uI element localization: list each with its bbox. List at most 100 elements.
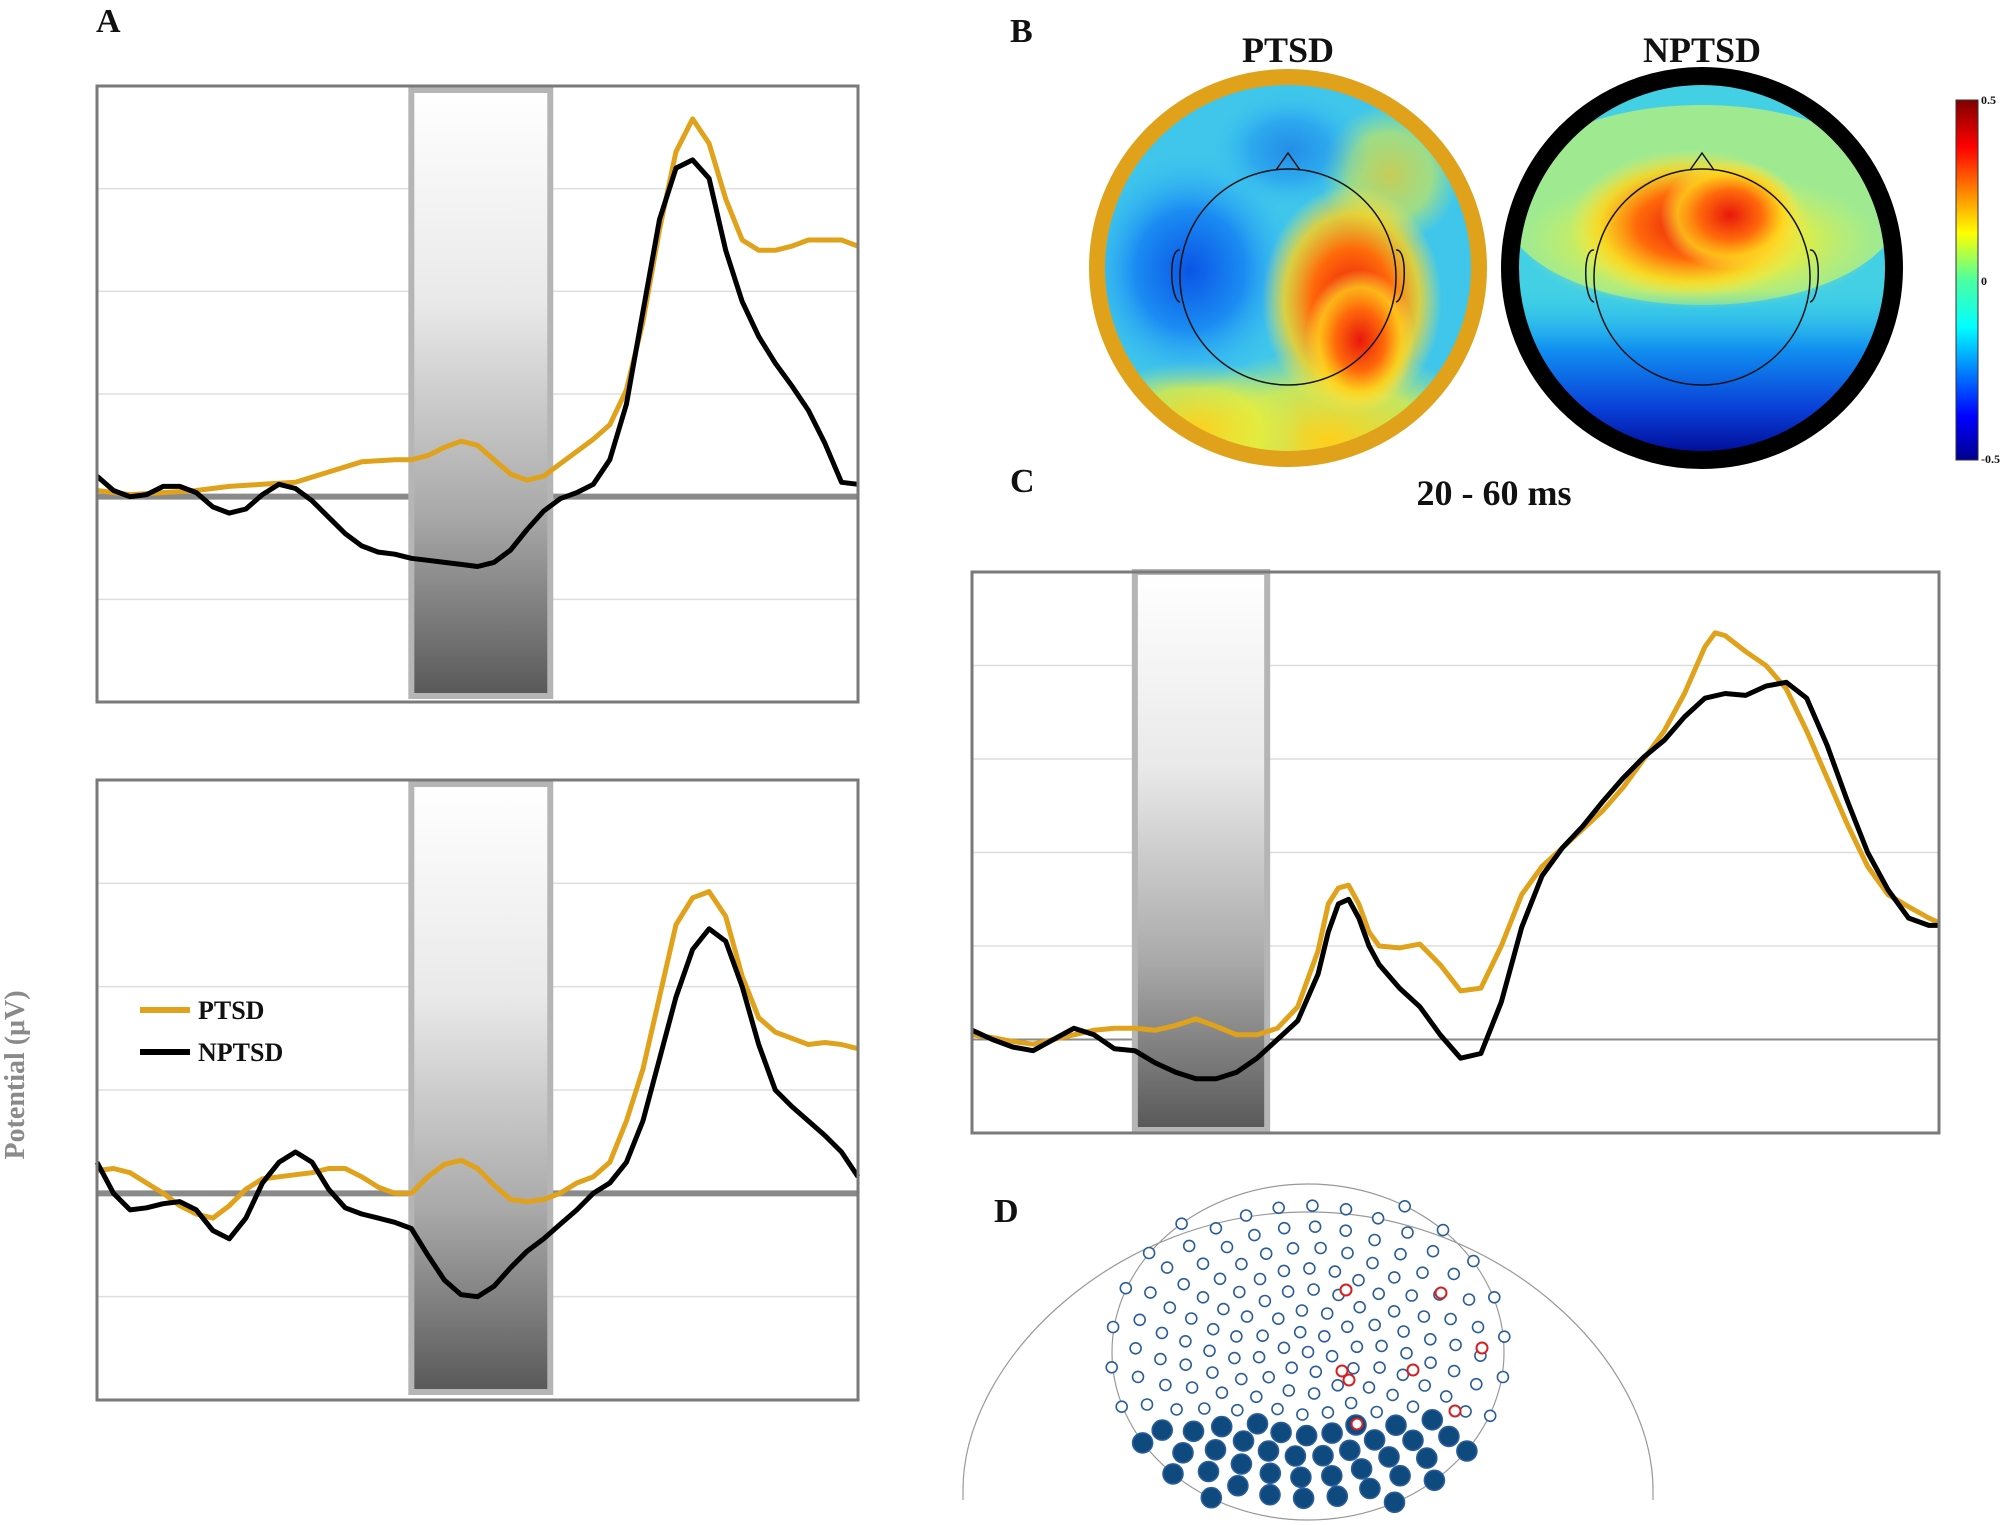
electrode [1447, 1364, 1461, 1378]
electrode [1303, 1262, 1316, 1275]
electrode-highlighted [1339, 1283, 1353, 1297]
electrode [1339, 1224, 1352, 1237]
axes-frame [95, 778, 860, 1402]
electrode [1233, 1285, 1246, 1299]
electrode [1215, 1386, 1229, 1399]
electrode [1394, 1247, 1407, 1261]
panel-letter-c: C [1010, 463, 1035, 500]
electrode [1259, 1247, 1273, 1260]
electrode [1159, 1378, 1172, 1392]
panel-letter-a: A [96, 3, 121, 40]
electrode [1366, 1256, 1379, 1270]
colorbar-max-label: 0.5 [1981, 93, 1996, 107]
electrode [1200, 1486, 1223, 1509]
topomap-ptsd [1089, 69, 1487, 467]
c1-window [408, 87, 554, 699]
electrode [1426, 1244, 1440, 1258]
electrode [1423, 1469, 1446, 1492]
electrode [1271, 1402, 1284, 1416]
electrode [1383, 1491, 1406, 1514]
electrode [1277, 1264, 1291, 1278]
electrode [1385, 1414, 1407, 1436]
electrode [1341, 1320, 1354, 1334]
electrode [1309, 1365, 1323, 1379]
electrode [1206, 1366, 1219, 1379]
electrode [1175, 1217, 1188, 1230]
right-cluster-chart [95, 84, 860, 704]
electrode [1331, 1379, 1344, 1392]
electrode [1290, 1466, 1312, 1489]
electrode [1131, 1432, 1154, 1454]
topomap-ptsd-title: PTSD [1242, 30, 1334, 70]
electrode [1339, 1203, 1353, 1216]
electrode [1359, 1477, 1381, 1500]
series-line-nptsd [95, 157, 859, 569]
electrode [1421, 1409, 1444, 1431]
electrode [1198, 1402, 1211, 1415]
colorbar-mid-label: 0 [1981, 274, 1987, 288]
electrode [1257, 1440, 1280, 1462]
electrode [1272, 1201, 1285, 1215]
electrode [1344, 1396, 1358, 1410]
colorbar: 0.5 0 -0.5 [1955, 93, 2000, 466]
topomap-nptsd [1501, 67, 1903, 469]
electrode [1439, 1390, 1453, 1403]
electrode [1321, 1406, 1335, 1419]
electrode [1397, 1325, 1410, 1338]
electrode [1362, 1381, 1376, 1394]
electrode [1154, 1352, 1167, 1366]
electrode [1320, 1307, 1334, 1320]
electrode [1182, 1239, 1196, 1253]
electrode [1231, 1403, 1244, 1417]
electrode [1406, 1400, 1420, 1413]
electrode [1105, 1361, 1118, 1374]
legend: PTSD NPTSD [140, 996, 283, 1067]
electrode [1307, 1283, 1320, 1296]
legend-nptsd-label: NPTSD [198, 1038, 283, 1067]
shared-y-axis-label: Potential (μV) [0, 990, 31, 1159]
electrode [1277, 1221, 1291, 1235]
electrode [1151, 1419, 1173, 1441]
electrode [1325, 1349, 1339, 1363]
electrode [1292, 1487, 1315, 1510]
electrode [1321, 1422, 1343, 1444]
mean-cluster-chart [970, 569, 1941, 1135]
electrode [1396, 1368, 1410, 1382]
electrode [1387, 1305, 1401, 1318]
electrode [1363, 1429, 1386, 1451]
electrode [1449, 1338, 1462, 1352]
electrode-highlighted [1342, 1373, 1356, 1387]
electrode [1172, 1442, 1194, 1464]
topomap-nptsd-title: NPTSD [1643, 30, 1761, 70]
electrode [1459, 1405, 1472, 1418]
electrode-highlighted [1335, 1364, 1349, 1378]
time-window-label: 20 - 60 ms [1417, 473, 1572, 513]
electrode [1250, 1390, 1263, 1404]
electrode [1281, 1285, 1295, 1298]
electrode [1496, 1370, 1510, 1384]
electrode [1370, 1405, 1383, 1419]
electrode [1296, 1408, 1309, 1421]
electrode [1209, 1222, 1223, 1235]
electrode [1142, 1246, 1156, 1260]
electrode [1301, 1345, 1315, 1359]
electrode [1162, 1463, 1184, 1485]
electrode [1258, 1294, 1272, 1308]
electrode [1371, 1212, 1385, 1225]
electrode [1350, 1458, 1373, 1480]
electrode [1140, 1398, 1154, 1411]
electrode [1253, 1272, 1267, 1286]
electrode [1259, 1483, 1281, 1506]
series-line-ptsd [971, 630, 1941, 1047]
electrode [1372, 1287, 1385, 1301]
electrode [1144, 1286, 1157, 1299]
electrode [1498, 1330, 1511, 1343]
electrode [1197, 1460, 1220, 1483]
electrode [1312, 1444, 1334, 1467]
electrode [1170, 1403, 1183, 1416]
series-line-nptsd [970, 679, 1939, 1082]
electrode [1388, 1271, 1401, 1284]
electrode [1436, 1223, 1450, 1237]
electrode [1248, 1228, 1261, 1242]
electrode [1259, 1462, 1282, 1485]
